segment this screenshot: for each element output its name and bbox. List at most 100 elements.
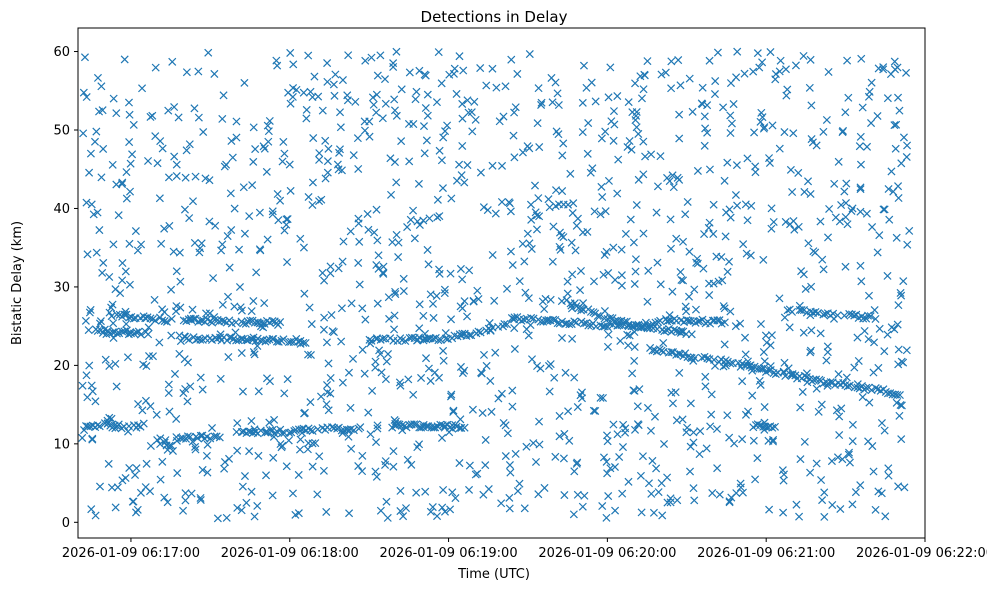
data-point — [578, 98, 587, 107]
data-point — [837, 200, 846, 210]
data-point — [837, 404, 846, 413]
data-point — [268, 491, 277, 500]
data-point — [447, 390, 456, 399]
data-point — [465, 266, 474, 275]
data-point — [123, 353, 132, 362]
data-point — [743, 154, 752, 163]
data-point — [527, 215, 536, 224]
data-point — [586, 307, 595, 316]
data-point — [479, 490, 488, 499]
data-point — [800, 187, 809, 196]
data-point — [635, 385, 644, 394]
data-point — [864, 291, 874, 300]
data-point — [392, 111, 401, 120]
data-point — [537, 100, 546, 109]
y-axis: 0 10 20 30 40 50 60 — [53, 45, 78, 531]
data-point — [602, 457, 611, 466]
data-point — [790, 225, 799, 234]
data-point — [540, 305, 549, 314]
data-point — [265, 335, 274, 344]
data-point — [864, 437, 873, 446]
data-point — [576, 286, 585, 295]
data-point — [833, 311, 842, 320]
data-point — [732, 73, 741, 82]
data-point — [137, 240, 146, 249]
data-point — [759, 348, 768, 357]
data-point — [568, 270, 577, 279]
data-point — [755, 63, 764, 72]
data-point — [194, 67, 203, 76]
data-point — [690, 285, 699, 294]
data-point — [776, 56, 785, 65]
data-point — [238, 387, 247, 396]
data-point — [545, 203, 554, 212]
data-point — [875, 324, 884, 333]
data-point — [235, 245, 244, 254]
data-point — [126, 159, 135, 168]
data-point — [421, 354, 431, 363]
data-point — [435, 373, 444, 382]
x-tick-label: 2026-01-09 06:22:00 — [856, 546, 987, 561]
data-point — [343, 96, 352, 105]
data-point — [322, 400, 331, 409]
data-point — [851, 488, 860, 497]
data-point — [320, 276, 329, 285]
data-point — [138, 406, 147, 415]
data-point — [703, 128, 712, 137]
data-point — [756, 380, 765, 389]
data-point — [758, 113, 767, 122]
data-point — [767, 204, 776, 213]
data-point — [152, 410, 161, 419]
data-point — [260, 144, 269, 153]
data-point — [686, 442, 695, 451]
data-point — [318, 268, 327, 277]
data-point — [410, 420, 419, 429]
data-point — [274, 216, 283, 225]
data-point — [481, 435, 490, 444]
data-point — [506, 468, 515, 477]
data-point — [390, 106, 399, 115]
data-point — [723, 267, 732, 276]
data-point — [447, 315, 456, 324]
data-point — [165, 221, 174, 230]
data-point — [405, 68, 414, 77]
data-point — [155, 338, 164, 347]
data-point — [179, 389, 188, 398]
data-point — [713, 464, 722, 473]
data-point — [675, 368, 684, 377]
data-point — [631, 267, 640, 276]
data-point — [643, 57, 652, 66]
data-point — [550, 373, 559, 382]
data-point — [463, 96, 472, 105]
data-point — [583, 227, 592, 236]
data-point — [847, 206, 856, 215]
data-point — [821, 309, 830, 318]
x-tick-label: 2026-01-09 06:20:00 — [538, 546, 676, 561]
data-point — [534, 490, 543, 499]
data-point — [867, 119, 876, 128]
data-point — [336, 123, 345, 132]
data-point — [596, 210, 605, 219]
data-point — [389, 59, 398, 68]
data-point — [160, 493, 169, 502]
data-point — [262, 167, 271, 176]
data-point — [88, 435, 97, 444]
data-point — [79, 88, 88, 97]
data-point — [262, 471, 271, 480]
data-point — [344, 51, 353, 60]
data-point — [856, 132, 865, 141]
data-point — [134, 399, 143, 409]
data-point — [136, 488, 145, 497]
data-point — [838, 455, 847, 464]
data-point — [434, 336, 443, 345]
data-point — [319, 325, 328, 334]
data-point — [555, 242, 564, 251]
data-point — [458, 141, 467, 150]
data-point — [306, 350, 315, 360]
data-point — [841, 198, 851, 208]
data-point — [598, 192, 607, 202]
data-point — [334, 264, 343, 273]
data-point — [162, 317, 171, 326]
data-point — [894, 482, 903, 491]
data-point — [788, 188, 797, 197]
